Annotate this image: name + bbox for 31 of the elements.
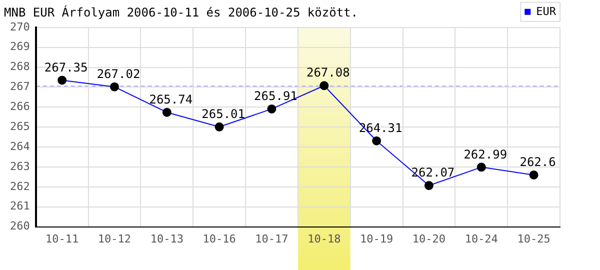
x-tick-label: 10-25	[517, 232, 550, 246]
data-label: 262.6	[520, 155, 556, 170]
y-tick-label: 268	[10, 60, 30, 74]
x-tick-label: 10-16	[202, 232, 236, 246]
y-tick-label: 266	[10, 100, 30, 114]
x-tick-label: 10-17	[255, 232, 288, 246]
y-tick-label: 265	[10, 120, 30, 133]
x-tick-label: 10-13	[150, 232, 184, 246]
y-tick-label: 263	[10, 160, 30, 173]
data-label: 262.99	[464, 147, 508, 162]
data-label: 267.02	[96, 66, 140, 81]
x-tick-label: 10-11	[46, 232, 79, 246]
x-tick-label: 10-20	[412, 232, 446, 246]
x-tick-label: 10-24	[464, 232, 498, 246]
data-label: 265.91	[254, 89, 298, 104]
y-tick-label: 264	[10, 140, 30, 153]
data-label: 267.08	[306, 66, 350, 80]
y-tick-label: 262	[10, 180, 30, 193]
y-tick-label: 267	[10, 80, 30, 94]
legend-label: EUR	[536, 4, 556, 18]
data-label: 265.74	[149, 92, 193, 106]
y-tick-label: 261	[10, 200, 30, 213]
y-tick-label: 260	[10, 220, 30, 233]
chart-title: MNB EUR Árfolyam 2006-10-11 és 2006-10-25 között.	[4, 4, 358, 20]
data-label: 267.35	[44, 60, 88, 74]
y-tick-label: 270	[10, 20, 30, 34]
x-tick-label: 10-12	[98, 232, 132, 246]
x-tick-label: 10-19	[360, 232, 394, 246]
y-tick-label: 269	[10, 40, 30, 54]
x-tick-label: 10-18	[308, 232, 341, 246]
data-label: 265.01	[202, 107, 245, 122]
